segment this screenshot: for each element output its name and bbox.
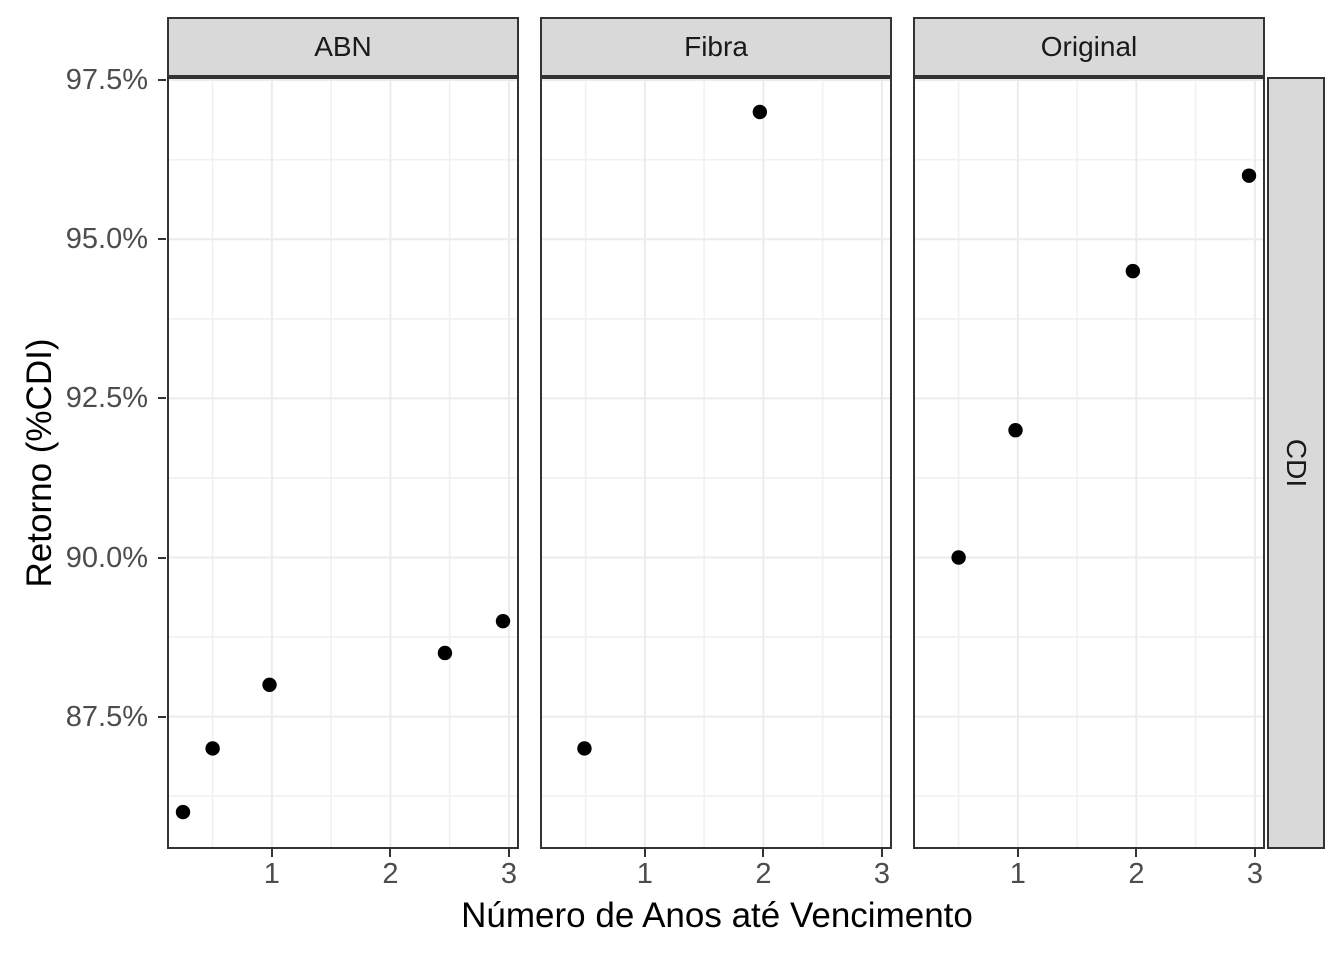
- y-tick-label: 90.0%: [65, 541, 148, 574]
- facet-row-strip-cdi: CDI: [1267, 77, 1325, 849]
- panel-background: [167, 77, 519, 849]
- panel-border: [913, 77, 1265, 849]
- data-point: [577, 741, 592, 756]
- y-tick-label: 95.0%: [65, 223, 148, 256]
- y-tick-mark: [158, 556, 166, 559]
- panel-plot-area: [540, 77, 892, 849]
- x-tick-mark: [1016, 849, 1019, 857]
- panel-border: [540, 77, 892, 849]
- x-tick-mark: [270, 849, 273, 857]
- x-tick-label: 3: [873, 858, 890, 890]
- x-tick-label: 2: [382, 858, 399, 890]
- y-axis-title: Retorno (%CDI): [20, 338, 59, 588]
- x-tick-label: 2: [1128, 858, 1145, 890]
- x-tick-label: 1: [636, 858, 653, 890]
- x-tick-label: 2: [755, 858, 772, 890]
- panel-background: [913, 77, 1265, 849]
- x-tick-label: 1: [1009, 858, 1026, 890]
- x-tick-mark: [507, 849, 510, 857]
- data-point: [752, 104, 768, 120]
- panel-abn: [167, 77, 519, 849]
- x-axis-title: Número de Anos até Vencimento: [461, 896, 973, 935]
- y-tick-label: 92.5%: [65, 382, 148, 415]
- y-tick-mark: [158, 397, 166, 400]
- x-tick-label: 1: [263, 858, 280, 890]
- x-tick-mark: [389, 849, 392, 857]
- x-tick-mark: [762, 849, 765, 857]
- facet-strip-fibra: Fibra: [540, 17, 892, 77]
- x-tick-label: 3: [1246, 858, 1263, 890]
- data-point: [205, 741, 220, 756]
- x-tick-mark: [1253, 849, 1256, 857]
- x-tick-mark: [643, 849, 646, 857]
- data-point: [437, 645, 453, 661]
- data-point: [1241, 168, 1257, 183]
- y-tick-mark: [158, 238, 166, 241]
- data-point: [262, 677, 277, 692]
- panel-border: [167, 77, 519, 849]
- x-tick-label: 3: [500, 858, 517, 890]
- data-point: [175, 804, 191, 820]
- y-tick-label: 87.5%: [65, 700, 148, 733]
- panel-fibra: [540, 77, 892, 849]
- data-point: [495, 613, 511, 629]
- panel-plot-area: [167, 77, 519, 849]
- panel-background: [540, 77, 892, 849]
- y-tick-mark: [158, 79, 166, 82]
- facet-row-strip-label: CDI: [1280, 438, 1312, 488]
- data-point: [951, 550, 966, 565]
- y-tick-mark: [158, 715, 166, 718]
- x-tick-mark: [1135, 849, 1138, 857]
- facet-strip-original: Original: [913, 17, 1265, 77]
- x-tick-mark: [880, 849, 883, 857]
- facet-strip-abn: ABN: [167, 17, 519, 77]
- panel-original: [913, 77, 1265, 849]
- panel-plot-area: [913, 77, 1265, 849]
- y-tick-label: 97.5%: [65, 64, 148, 97]
- data-point: [1008, 423, 1023, 438]
- data-point: [1125, 263, 1141, 279]
